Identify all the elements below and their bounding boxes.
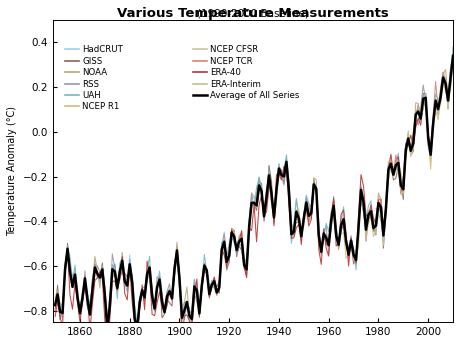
Title: Various Temperature Measurements: Various Temperature Measurements	[117, 7, 388, 20]
Legend: NCEP CFSR, NCEP TCR, ERA-40, ERA-Interim, Average of All Series: NCEP CFSR, NCEP TCR, ERA-40, ERA-Interim…	[193, 45, 299, 100]
Text: (1990-2000 Baseline): (1990-2000 Baseline)	[196, 9, 308, 19]
Y-axis label: Temperature Anomaly (°C): Temperature Anomaly (°C)	[7, 106, 17, 236]
